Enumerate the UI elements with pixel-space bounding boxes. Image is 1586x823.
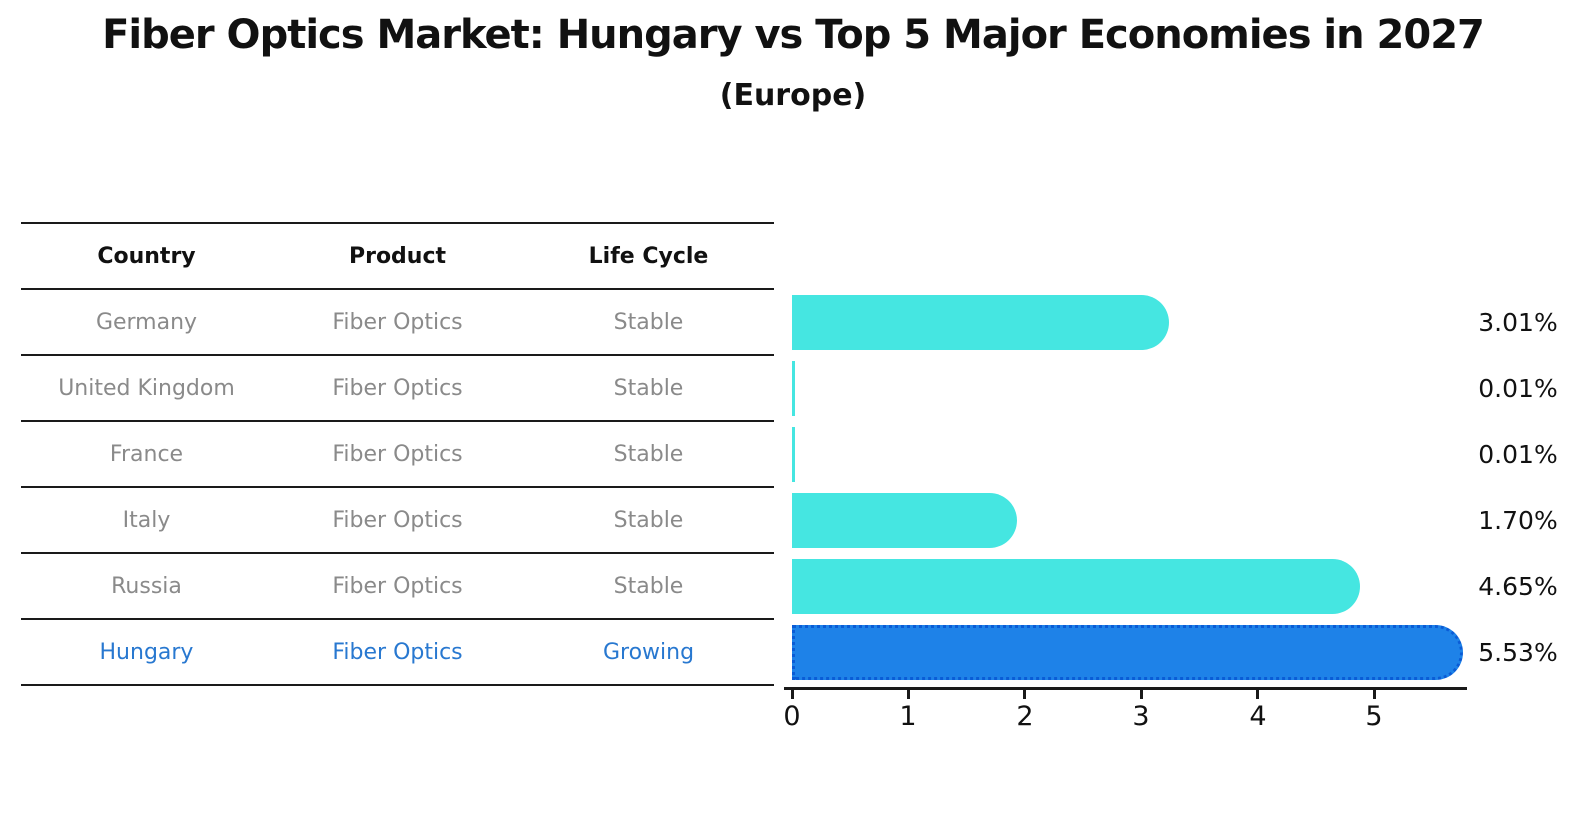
- table-row-highlighted: Hungary Fiber Optics Growing: [21, 620, 774, 686]
- bar-value-label: 0.01%: [1478, 439, 1558, 469]
- country-cell: United Kingdom: [58, 375, 235, 401]
- table-row: United Kingdom Fiber Optics Stable: [21, 356, 774, 422]
- column-header-product: Product: [348, 243, 447, 269]
- bar-italy: [792, 493, 1017, 548]
- life-cycle-cell: Stable: [613, 309, 684, 335]
- product-cell: Fiber Optics: [332, 507, 463, 533]
- bar-hungary: [792, 625, 1463, 680]
- x-axis-tick-label: 4: [1249, 701, 1267, 732]
- country-cell: France: [109, 441, 184, 467]
- life-cycle-cell: Stable: [613, 507, 684, 533]
- x-axis-tick: [1256, 690, 1259, 699]
- country-cell: Italy: [122, 507, 171, 533]
- life-cycle-cell: Stable: [613, 573, 684, 599]
- life-cycle-cell: Growing: [602, 639, 695, 665]
- x-axis-line: [784, 687, 1467, 690]
- country-cell: Hungary: [99, 639, 194, 665]
- bar-france: [792, 427, 795, 482]
- product-cell: Fiber Optics: [332, 309, 463, 335]
- bar-value-label: 3.01%: [1478, 307, 1558, 337]
- x-axis-tick: [1373, 690, 1376, 699]
- bar-value-label: 1.70%: [1478, 505, 1558, 535]
- bar-value-label: 4.65%: [1478, 571, 1558, 601]
- x-axis-tick-label: 1: [899, 701, 917, 732]
- product-cell: Fiber Optics: [332, 375, 463, 401]
- table-row: France Fiber Optics Stable: [21, 422, 774, 488]
- x-axis-tick-label: 5: [1365, 701, 1383, 732]
- bar-germany: [792, 295, 1169, 350]
- x-axis-tick-label: 3: [1132, 701, 1150, 732]
- table-row: Italy Fiber Optics Stable: [21, 488, 774, 554]
- column-header-life-cycle: Life Cycle: [588, 243, 709, 269]
- x-axis-tick: [1023, 690, 1026, 699]
- bar-united-kingdom: [792, 361, 795, 416]
- bar-russia: [792, 559, 1360, 614]
- bar-value-label: 5.53%: [1478, 637, 1558, 667]
- column-header-country: Country: [97, 243, 196, 269]
- product-cell: Fiber Optics: [332, 441, 463, 467]
- country-cell: Germany: [95, 309, 198, 335]
- product-cell: Fiber Optics: [332, 639, 463, 665]
- page-title: Fiber Optics Market: Hungary vs Top 5 Ma…: [102, 12, 1485, 58]
- x-axis-tick: [791, 690, 794, 699]
- page-subtitle: (Europe): [719, 78, 867, 113]
- x-axis-tick: [1140, 690, 1143, 699]
- life-cycle-cell: Stable: [613, 375, 684, 401]
- life-cycle-cell: Stable: [613, 441, 684, 467]
- x-axis-tick-label: 2: [1016, 701, 1034, 732]
- table-row: Russia Fiber Optics Stable: [21, 554, 774, 620]
- table-row: Germany Fiber Optics Stable: [21, 290, 774, 356]
- country-cell: Russia: [111, 573, 182, 599]
- product-cell: Fiber Optics: [332, 573, 463, 599]
- table-header-row: Country Product Life Cycle: [21, 224, 774, 290]
- x-axis-tick-label: 0: [783, 701, 801, 732]
- country-table: Country Product Life Cycle Germany Fiber…: [21, 222, 774, 686]
- x-axis-tick: [907, 690, 910, 699]
- bar-value-label: 0.01%: [1478, 373, 1558, 403]
